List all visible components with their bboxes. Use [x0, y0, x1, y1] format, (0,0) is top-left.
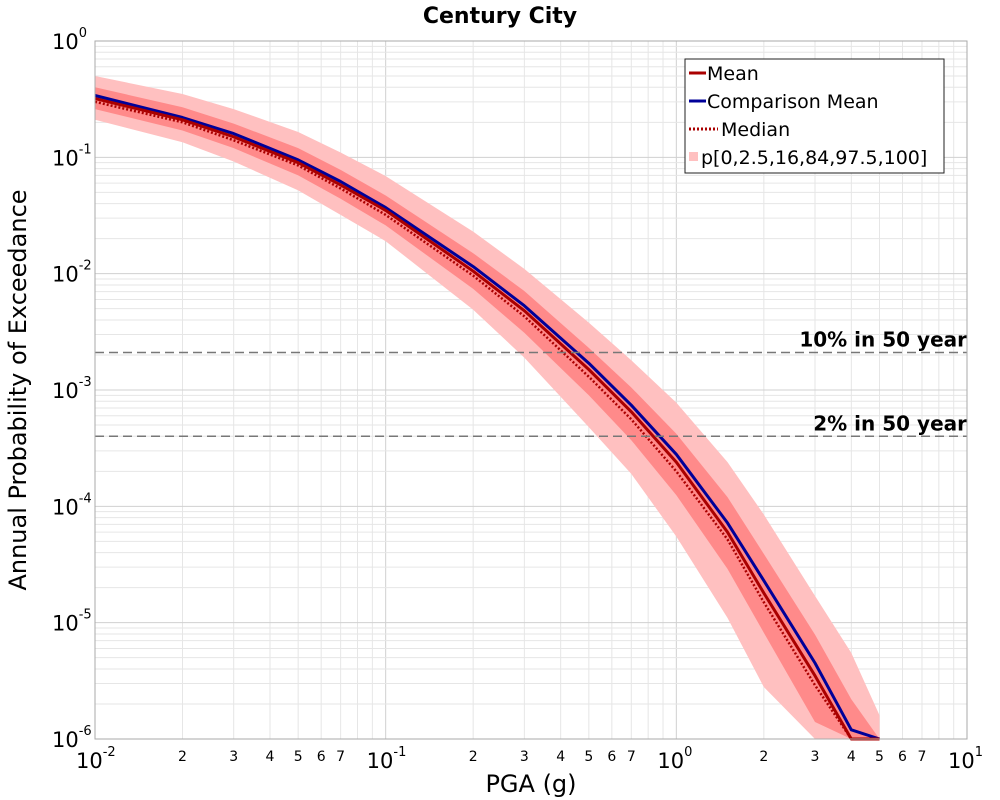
y-tick-label: 10-5 [52, 608, 92, 636]
y-tick-label: 10-3 [52, 375, 92, 403]
reference-line-label: 2% in 50 year [813, 411, 967, 435]
x-tick-label: 10-1 [367, 745, 407, 773]
y-tick-label: 10-2 [52, 259, 92, 287]
inner-percentile-band [95, 87, 880, 740]
x-minor-tick-label: 4 [847, 749, 856, 765]
legend-label-mean: Mean [707, 63, 759, 85]
data-series [94, 94, 880, 741]
x-minor-tick-label: 5 [584, 749, 593, 765]
mean-line [94, 97, 880, 741]
x-minor-tick-label: 3 [520, 749, 529, 765]
x-tick-label: 100 [657, 745, 692, 773]
x-minor-tick-label: 2 [469, 749, 478, 765]
x-minor-tick-label: 3 [811, 749, 820, 765]
x-axis-label: PGA (g) [485, 770, 576, 798]
reference-line-label: 10% in 50 year [799, 328, 967, 352]
legend-swatch-percentiles [689, 152, 698, 161]
y-tick-label: 100 [52, 26, 87, 54]
x-minor-tick-label: 7 [918, 749, 927, 765]
y-tick-labels: 100 10-1 10-2 10-3 10-4 10-5 10-6 [52, 26, 92, 752]
x-minor-tick-label: 7 [336, 749, 345, 765]
legend-box [684, 58, 945, 174]
x-minor-tick-label: 2 [759, 749, 768, 765]
chart-title: Century City [423, 4, 577, 29]
x-minor-tick-label: 4 [266, 749, 275, 765]
x-tick-label: 101 [948, 745, 983, 773]
x-minor-tick-label: 6 [898, 749, 907, 765]
percentile-bands [95, 76, 880, 740]
legend-label-comparison-mean: Comparison Mean [707, 91, 879, 113]
y-tick-label: 10-1 [52, 142, 92, 170]
x-minor-tick-label: 3 [229, 749, 238, 765]
x-minor-tick-label: 7 [627, 749, 636, 765]
x-minor-tick-label: 4 [556, 749, 565, 765]
reference-lines: 10% in 50 year 2% in 50 year [95, 328, 967, 438]
x-minor-tick-label: 5 [294, 749, 303, 765]
x-minor-tick-label: 2 [178, 749, 187, 765]
y-axis-label: Annual Probability of Exceedance [4, 189, 32, 590]
legend-label-percentiles: p[0,2.5,16,84,97.5,100] [701, 147, 927, 169]
legend: Mean Comparison Mean Median p[0,2.5,16,8… [684, 58, 945, 174]
y-tick-label: 10-6 [52, 724, 92, 752]
x-tick-label: 10-2 [76, 745, 116, 773]
plot-frame [94, 40, 968, 740]
legend-label-median: Median [721, 119, 790, 141]
x-minor-tick-label: 6 [317, 749, 326, 765]
median-line [94, 100, 880, 741]
comparison-mean-line [94, 94, 880, 741]
x-minor-tick-label: 5 [875, 749, 884, 765]
x-minor-tick-label: 6 [607, 749, 616, 765]
y-tick-label: 10-4 [52, 491, 92, 519]
